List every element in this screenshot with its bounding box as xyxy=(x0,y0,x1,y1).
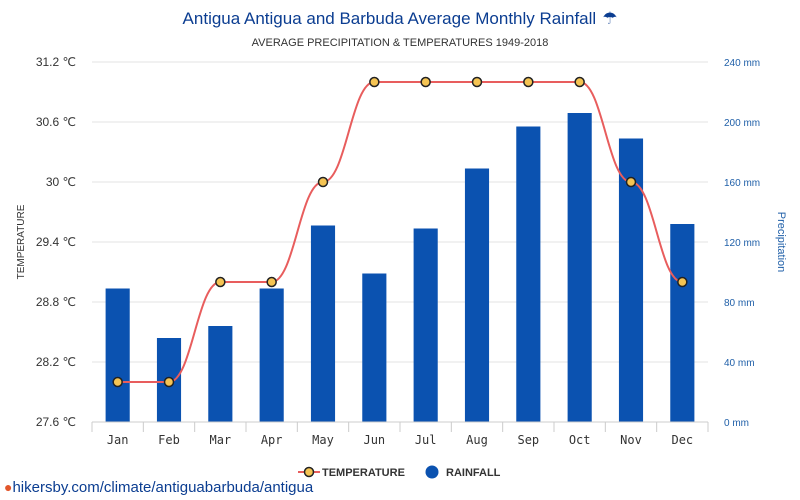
left-axis-ticks: 27.6 ℃ 28.2 ℃ 28.8 ℃ 29.4 ℃ 30 ℃ 30.6 ℃ 31.2 ℃ xyxy=(36,55,76,429)
x-tick-label: Jul xyxy=(415,433,437,447)
rainfall-bar xyxy=(464,168,490,422)
x-tick-label: Sep xyxy=(517,433,539,447)
rainfall-bars xyxy=(105,113,695,422)
x-tick-label: Jan xyxy=(107,433,129,447)
temperature-point xyxy=(317,176,329,188)
temperature-point xyxy=(163,376,175,388)
x-axis-ticks: Jan Feb Mar Apr May Jun Jul Aug Sep Oct Nov Dec xyxy=(91,421,709,447)
left-axis-title: TEMPERATURE xyxy=(16,204,27,279)
left-tick-label: 28.8 ℃ xyxy=(36,295,76,309)
legend-temperature-label: TEMPERATURE xyxy=(322,467,405,479)
x-tick-label: May xyxy=(312,433,334,447)
x-tick-label: Jun xyxy=(363,433,385,447)
x-tick-label: Mar xyxy=(209,433,231,447)
rainfall-bar xyxy=(362,273,387,422)
umbrella-icon: ☂ xyxy=(602,9,617,28)
location-pin-icon: ● xyxy=(4,479,13,495)
rainfall-bar xyxy=(259,288,284,422)
source-link[interactable]: ●hikersby.com/climate/antiguabarbuda/ant… xyxy=(4,479,313,496)
left-tick-label: 31.2 ℃ xyxy=(36,55,76,69)
temperature-point xyxy=(215,276,226,288)
title-text: Antigua Antigua and Barbuda Average Mont… xyxy=(183,9,597,28)
rainfall-bar xyxy=(567,113,592,422)
right-tick-label: 120 mm xyxy=(724,238,760,249)
temperature-point xyxy=(523,76,534,88)
temperature-point xyxy=(112,376,123,388)
rainfall-bar xyxy=(413,228,438,422)
source-text: hikersby.com/climate/antiguabarbuda/anti… xyxy=(12,479,314,496)
temperature-line xyxy=(117,81,683,383)
right-tick-label: 240 mm xyxy=(724,58,760,69)
temperature-point xyxy=(471,76,483,88)
left-tick-label: 28.2 ℃ xyxy=(36,355,76,369)
left-tick-label: 27.6 ℃ xyxy=(36,415,76,429)
right-tick-label: 40 mm xyxy=(724,358,755,369)
legend: TEMPERATURE RAINFALL xyxy=(298,465,501,479)
temperature-line-path xyxy=(117,81,683,383)
legend-rainfall-swatch xyxy=(425,465,439,479)
temperature-point xyxy=(266,276,277,288)
chart-title: Antigua Antigua and Barbuda Average Mont… xyxy=(183,9,618,28)
right-axis-ticks: 0 mm 40 mm 80 mm 120 mm 160 mm 200 mm 240 mm xyxy=(724,58,760,429)
rainfall-bar xyxy=(310,225,336,422)
temperature-point xyxy=(369,76,380,88)
rainfall-bar xyxy=(670,224,695,422)
chart-subtitle: AVERAGE PRECIPITATION & TEMPERATURES 194… xyxy=(252,37,549,49)
rainfall-bar xyxy=(105,288,130,422)
temperature-point xyxy=(677,276,688,288)
x-tick-label: Apr xyxy=(261,433,283,447)
rainfall-bar xyxy=(208,326,233,422)
legend-rainfall-label: RAINFALL xyxy=(446,467,501,479)
x-tick-label: Aug xyxy=(466,433,488,447)
x-tick-label: Feb xyxy=(158,433,180,447)
temperature-point xyxy=(574,76,585,88)
left-tick-label: 29.4 ℃ xyxy=(36,235,76,249)
x-tick-label: Oct xyxy=(569,433,591,447)
x-tick-label: Dec xyxy=(671,433,693,447)
legend-temperature-swatch-marker xyxy=(303,466,315,478)
temperature-point xyxy=(625,176,637,188)
left-tick-label: 30 ℃ xyxy=(46,175,76,189)
right-tick-label: 0 mm xyxy=(724,418,749,429)
right-tick-label: 80 mm xyxy=(724,298,755,309)
temperature-point xyxy=(420,76,431,88)
right-axis-title: Precipitation xyxy=(775,212,787,273)
right-tick-label: 200 mm xyxy=(724,118,760,129)
x-tick-label: Nov xyxy=(620,433,642,447)
left-tick-label: 30.6 ℃ xyxy=(36,115,76,129)
gridlines xyxy=(92,61,708,423)
rainfall-bar xyxy=(516,126,541,422)
temperature-points xyxy=(112,76,688,388)
right-tick-label: 160 mm xyxy=(724,178,760,189)
